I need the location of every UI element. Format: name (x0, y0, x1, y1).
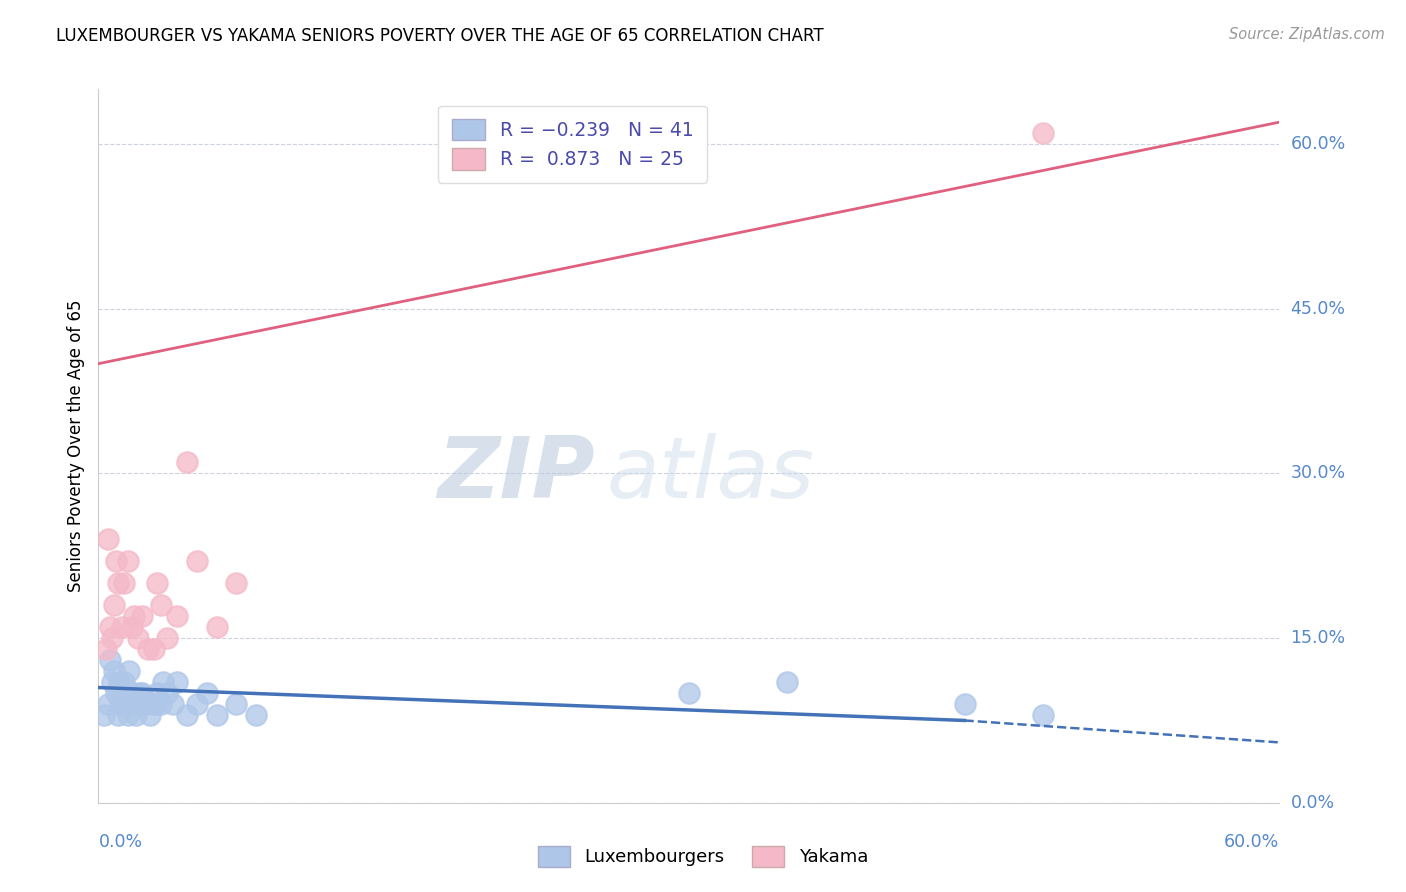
Point (103, 664, 125, 678)
Point (142, 642, 165, 657)
Point (138, 708, 160, 723)
Point (108, 697, 131, 711)
Point (97, 697, 120, 711)
Point (111, 620, 134, 634)
Point (112, 675, 135, 690)
Point (186, 697, 208, 711)
Point (156, 631, 179, 645)
Point (152, 675, 174, 690)
Point (131, 686, 153, 700)
Point (776, 675, 799, 690)
Point (107, 708, 129, 723)
Point (103, 598, 125, 612)
Point (205, 708, 228, 723)
Point (93, 708, 115, 723)
Point (118, 686, 141, 700)
Point (131, 609, 153, 624)
Point (136, 642, 159, 657)
Point (162, 697, 184, 711)
Point (111, 686, 134, 700)
Point (105, 686, 128, 700)
Point (112, 576, 135, 591)
Point (122, 609, 145, 624)
Point (98, 620, 121, 634)
Point (166, 675, 188, 690)
Point (108, 675, 131, 690)
Point (117, 708, 139, 723)
Text: 30.0%: 30.0% (1291, 465, 1346, 483)
Point (166, 609, 188, 624)
Text: 60.0%: 60.0% (1225, 833, 1279, 851)
Point (122, 686, 145, 700)
Point (146, 576, 169, 591)
Text: 15.0%: 15.0% (1291, 629, 1346, 647)
Point (678, 686, 700, 700)
Text: atlas: atlas (606, 433, 814, 516)
Point (176, 708, 198, 723)
Point (225, 697, 247, 711)
Y-axis label: Seniors Poverty Over the Age of 65: Seniors Poverty Over the Age of 65 (66, 300, 84, 592)
Point (105, 554, 128, 568)
Point (1032, 708, 1054, 723)
Legend: R = −0.239   N = 41, R =  0.873   N = 25: R = −0.239 N = 41, R = 0.873 N = 25 (439, 106, 707, 183)
Point (146, 686, 169, 700)
Point (101, 675, 124, 690)
Point (1032, 126, 1054, 140)
Point (953, 697, 976, 711)
Text: 0.0%: 0.0% (1291, 794, 1334, 812)
Point (97, 533, 120, 547)
Point (115, 697, 138, 711)
Text: ZIP: ZIP (437, 433, 595, 516)
Point (96, 642, 118, 657)
Point (145, 697, 167, 711)
Text: 0.0%: 0.0% (98, 833, 142, 851)
Point (118, 664, 141, 678)
Point (98, 653, 121, 667)
Point (125, 708, 148, 723)
Point (128, 686, 150, 700)
Text: Source: ZipAtlas.com: Source: ZipAtlas.com (1229, 27, 1385, 42)
Point (150, 598, 173, 612)
Point (142, 697, 165, 711)
Point (225, 576, 247, 591)
Point (117, 554, 139, 568)
Point (107, 576, 129, 591)
Point (186, 554, 208, 568)
Text: 60.0%: 60.0% (1291, 135, 1346, 153)
Point (135, 697, 157, 711)
Text: LUXEMBOURGER VS YAKAMA SENIORS POVERTY OVER THE AGE OF 65 CORRELATION CHART: LUXEMBOURGER VS YAKAMA SENIORS POVERTY O… (56, 27, 824, 45)
Point (121, 620, 143, 634)
Point (101, 631, 124, 645)
Text: 45.0%: 45.0% (1291, 300, 1346, 318)
Point (176, 455, 198, 469)
Point (150, 697, 173, 711)
Point (156, 686, 179, 700)
Point (205, 620, 228, 634)
Point (121, 697, 143, 711)
Point (127, 631, 149, 645)
Legend: Luxembourgers, Yakama: Luxembourgers, Yakama (530, 838, 876, 874)
Point (127, 697, 149, 711)
Point (195, 686, 218, 700)
Point (245, 708, 267, 723)
